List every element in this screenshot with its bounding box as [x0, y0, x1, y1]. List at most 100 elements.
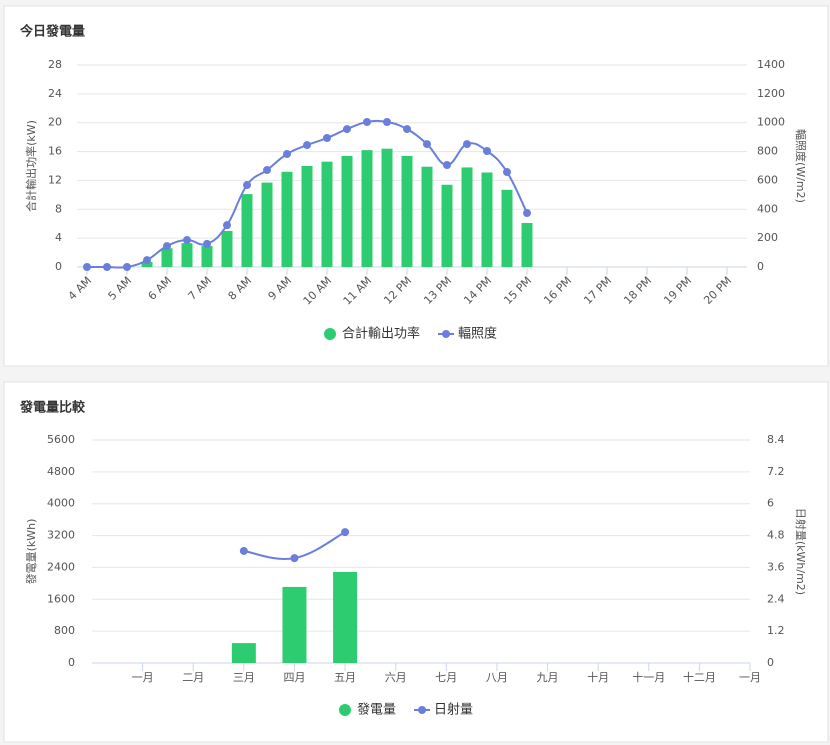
- line-point: [463, 140, 471, 149]
- legend-marker: [339, 704, 351, 716]
- x-tick-label: 八月: [486, 671, 508, 684]
- y2-tick-label: 600: [757, 173, 778, 186]
- line-point: [303, 141, 311, 150]
- bar: [281, 171, 293, 267]
- bar: [221, 230, 233, 267]
- line-point: [239, 546, 248, 555]
- bar: [341, 155, 353, 267]
- x-tick-label: 九月: [537, 671, 559, 684]
- y-tick-label: 16: [48, 145, 62, 158]
- y-tick-label: 0: [55, 260, 62, 273]
- x-tick-label: 二月: [182, 671, 204, 684]
- y-tick-label: 20: [48, 116, 62, 129]
- y2-tick-label: 1.2: [767, 624, 785, 637]
- x-tick-label: 一月: [132, 671, 154, 684]
- bar: [501, 189, 513, 267]
- x-tick-label: 十二月: [683, 670, 716, 684]
- y2-tick-label: 4.8: [767, 529, 785, 542]
- x-tick-label: 十一月: [632, 670, 665, 684]
- y-tick-label: 8: [55, 202, 62, 215]
- bar: [321, 161, 333, 267]
- bar: [521, 222, 533, 267]
- line-point: [503, 168, 511, 177]
- y2-tick-label: 3.6: [767, 560, 785, 573]
- y2-tick-label: 6: [767, 497, 774, 510]
- x-tick-label: 七月: [435, 671, 457, 684]
- bar: [441, 184, 453, 267]
- y-tick-label: 5600: [47, 433, 75, 446]
- y2-tick-label: 1400: [757, 58, 785, 71]
- line-point: [323, 134, 331, 143]
- y2-tick-label: 800: [757, 145, 778, 158]
- legend-marker: [442, 330, 451, 338]
- bar: [181, 243, 193, 267]
- y-tick-label: 4000: [47, 497, 75, 510]
- chart-title: 今日發電量: [19, 24, 85, 40]
- line-point: [343, 125, 351, 134]
- line-point: [383, 117, 391, 126]
- line-point: [423, 140, 431, 149]
- bar: [301, 166, 313, 267]
- legend-label: 合計輸出功率: [342, 326, 420, 342]
- line-point: [103, 263, 111, 271]
- y2-tick-label: 1000: [757, 116, 785, 129]
- legend-label: 輻照度: [458, 326, 497, 342]
- y-tick-label: 1600: [47, 592, 75, 605]
- bar: [381, 148, 393, 267]
- line-point: [443, 160, 451, 169]
- y2-tick-label: 400: [757, 202, 778, 215]
- y-axis-title: 發電量(kWh): [24, 519, 38, 585]
- y2-tick-label: 2.4: [767, 592, 785, 605]
- y2-axis-title: 輻照度(W/m2): [794, 129, 808, 203]
- panel: [3, 381, 829, 743]
- bar: [231, 643, 256, 663]
- y-tick-label: 24: [48, 87, 62, 100]
- bar: [361, 150, 373, 267]
- line-point: [363, 117, 371, 126]
- bar: [261, 182, 273, 267]
- y-tick-label: 2400: [47, 560, 75, 573]
- y2-tick-label: 7.2: [767, 465, 785, 478]
- y2-tick-label: 200: [757, 231, 778, 244]
- y-axis-title: 合計輸出功率(kW): [24, 120, 38, 212]
- bar: [282, 586, 307, 663]
- line-point: [523, 209, 531, 218]
- y2-tick-label: 0: [757, 260, 764, 273]
- y-tick-label: 28: [48, 58, 62, 71]
- line-point: [223, 221, 231, 230]
- bar: [201, 246, 213, 267]
- bar: [241, 194, 253, 267]
- y-tick-label: 800: [54, 624, 75, 637]
- line-point: [341, 528, 350, 537]
- line-point: [243, 181, 251, 190]
- x-tick-label: 五月: [334, 671, 356, 684]
- y-tick-label: 0: [68, 656, 75, 669]
- line-point: [163, 242, 171, 251]
- bar: [141, 261, 153, 267]
- line-point: [290, 554, 299, 563]
- x-tick-label: 三月: [233, 671, 255, 684]
- bar: [421, 166, 433, 267]
- y2-tick-label: 0: [767, 656, 774, 669]
- line-point: [263, 166, 271, 175]
- line-point: [143, 256, 151, 265]
- x-tick-label: 十月: [587, 670, 609, 684]
- legend-marker: [324, 328, 336, 340]
- y2-tick-label: 1200: [757, 87, 785, 100]
- line-point: [83, 263, 91, 271]
- x-tick-label: 六月: [385, 671, 407, 684]
- line-point: [483, 146, 491, 155]
- bar: [461, 167, 473, 267]
- y2-axis-title: 日射量(kWh/m2): [794, 508, 808, 595]
- bar: [161, 248, 173, 267]
- legend-label: 發電量: [357, 703, 396, 718]
- y-tick-label: 12: [48, 173, 62, 186]
- legend-label: 日射量: [434, 702, 473, 718]
- legend-marker: [418, 706, 427, 714]
- line-point: [283, 150, 291, 159]
- x-tick-label: 一月: [739, 671, 761, 684]
- line-point: [123, 263, 131, 271]
- x-tick-label: 四月: [283, 671, 305, 684]
- line-point: [203, 239, 211, 248]
